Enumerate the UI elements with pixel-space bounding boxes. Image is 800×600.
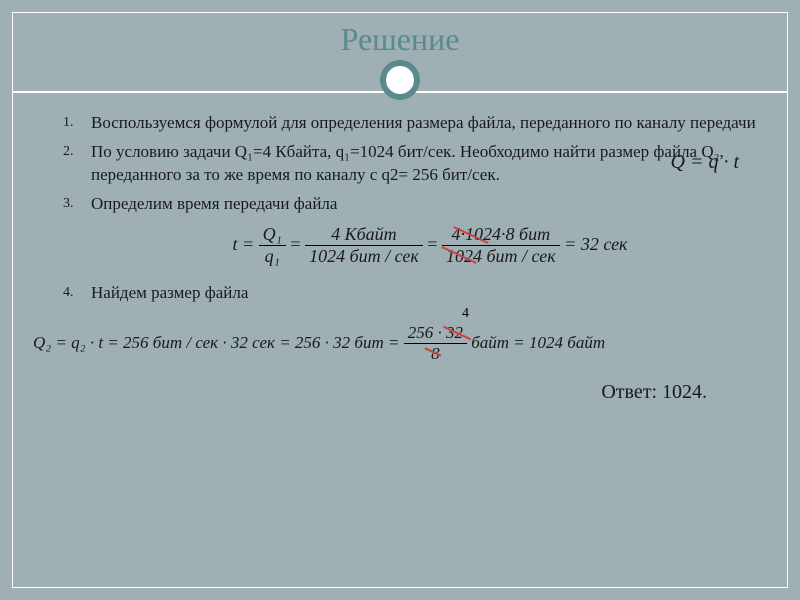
denominator: 1024 бит / сек: [305, 246, 423, 268]
equals: =: [290, 234, 305, 254]
numerator: 4 Кбайт: [305, 224, 423, 247]
item-number: 4.: [63, 282, 91, 305]
rhs: = 32 сек: [564, 234, 627, 254]
formula-time: t = Q₁ q₁ = 4 Кбайт 1024 бит / сек = 4·1…: [103, 224, 757, 268]
fraction: 256 · 32 8 4: [404, 323, 467, 365]
content-area: 1. Воспользуемся формулой для определени…: [13, 100, 787, 406]
item-text: Определим время передачи файла: [91, 193, 757, 216]
slide: Решение 1. Воспользуемся формулой для оп…: [0, 0, 800, 600]
answer: Ответ: 1024.: [63, 379, 757, 406]
equals: =: [427, 234, 442, 254]
fraction: Q₁ q₁: [259, 224, 286, 268]
list-item: 2. По условию задачи Q₁=4 Кбайта, q₁=102…: [63, 141, 757, 187]
list-item: 1. Воспользуемся формулой для определени…: [63, 112, 757, 135]
item-text: Найдем размер файла: [91, 282, 757, 305]
item-text: Воспользуемся формулой для определения р…: [91, 112, 757, 135]
cancel-result: 4: [462, 305, 469, 324]
lhs: t =: [233, 234, 255, 254]
fraction: 4·1024·8 бит 1024 бит / сек: [442, 224, 560, 268]
title-circle-decoration: [380, 60, 420, 100]
slide-inner: Решение 1. Воспользуемся формулой для оп…: [12, 12, 788, 588]
denominator: 1024 бит / сек: [442, 246, 560, 268]
denominator: q₁: [259, 246, 286, 268]
numerator: 4·1024·8 бит: [442, 224, 560, 247]
item-number: 1.: [63, 112, 91, 135]
item-text: По условию задачи Q₁=4 Кбайта, q₁=1024 б…: [91, 141, 757, 187]
lhs: Q₂ = q₂ · t = 256 бит / сек · 32 сек = 2…: [33, 333, 399, 352]
slide-title: Решение: [13, 21, 787, 58]
formula-q2: Q₂ = q₂ · t = 256 бит / сек · 32 сек = 2…: [33, 323, 757, 365]
list-item: 3. Определим время передачи файла: [63, 193, 757, 216]
item-number: 2.: [63, 141, 91, 187]
formula-q: Q = q · t: [671, 149, 740, 176]
list-item: 4. Найдем размер файла: [63, 282, 757, 305]
mid: байт = 1024 байт: [471, 333, 605, 352]
item-number: 3.: [63, 193, 91, 216]
numerator: Q₁: [259, 224, 286, 247]
fraction: 4 Кбайт 1024 бит / сек: [305, 224, 423, 268]
